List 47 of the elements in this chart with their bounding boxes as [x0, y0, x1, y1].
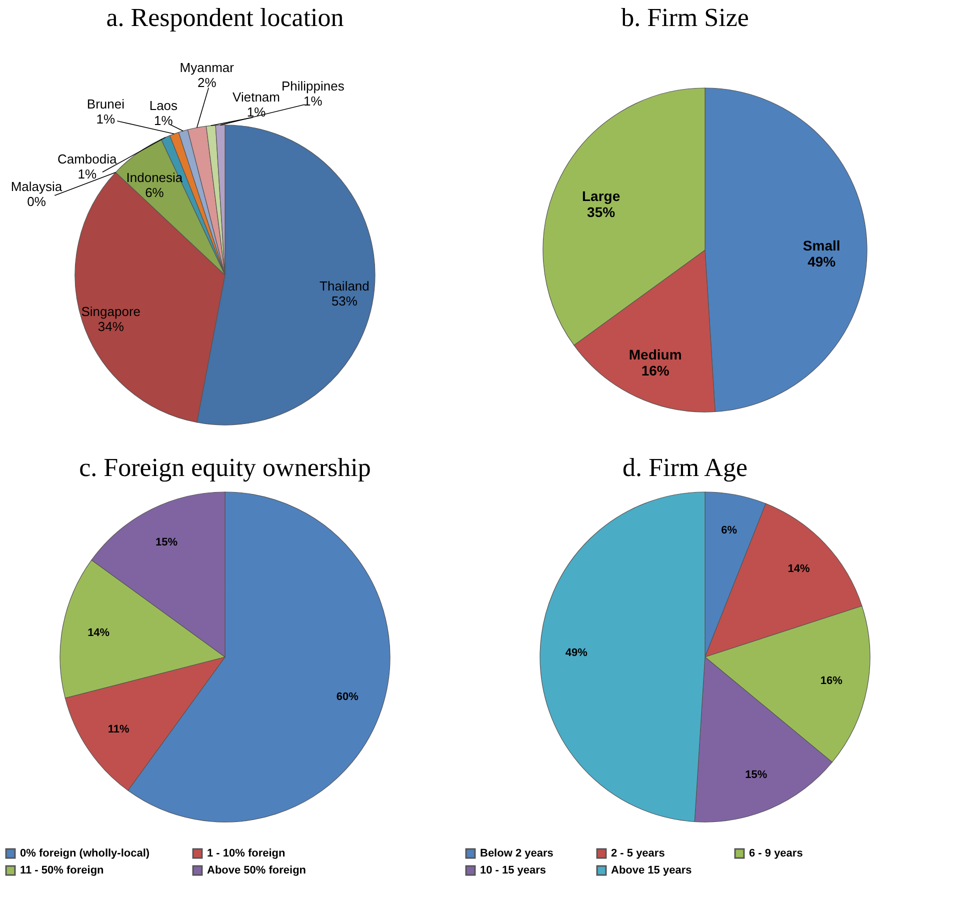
legend-label: Above 50% foreign [207, 864, 306, 876]
data-label: 35% [587, 204, 616, 220]
data-label: 49% [565, 646, 588, 659]
data-label: 1% [154, 112, 174, 128]
slice-label: Small [802, 237, 840, 254]
chart-title: b. Firm Size [621, 3, 749, 32]
legend-label: Below 2 years [480, 848, 554, 860]
slice-label: Brunei [86, 96, 125, 112]
legend-label: 10 - 15 years [480, 864, 546, 876]
slice-label: Laos [149, 98, 178, 113]
slice-label: Thailand [320, 278, 370, 294]
slice-label: Medium [628, 346, 682, 363]
data-label: 34% [98, 319, 124, 334]
data-label: 15% [156, 536, 178, 548]
text: 0% [27, 194, 46, 210]
slice-label: Cambodia [57, 151, 118, 166]
data-label: 16% [820, 675, 843, 688]
data-label: 1% [304, 93, 323, 108]
slice-label: Singapore [81, 304, 141, 320]
data-label: 2% [197, 74, 217, 90]
data-label: 14% [788, 562, 810, 575]
data-label: 16% [641, 362, 670, 379]
data-label: 60% [336, 690, 359, 703]
data-label: 1% [96, 112, 116, 127]
legend-label: 11 - 50% foreign [20, 864, 104, 876]
data-label: 1% [78, 166, 97, 182]
legend-label: 6 - 9 years [749, 848, 803, 860]
slice-label: Vietnam [232, 90, 280, 105]
data-label: 6% [145, 184, 164, 200]
legend-label: 2 - 5 years [611, 848, 665, 860]
data-label: 6% [721, 524, 738, 537]
data-label: 1% [246, 104, 266, 120]
slice-label: Myanmar [180, 60, 235, 75]
slice-label: Philippines [281, 78, 345, 94]
data-label: 11% [108, 723, 130, 736]
chart-title: a. Respondent location [106, 3, 344, 32]
data-label: 49% [808, 253, 836, 270]
slice-label: Large [582, 188, 620, 204]
chart-title: c. Foreign equity ownership [79, 453, 371, 482]
data-label: 15% [745, 769, 768, 782]
legend-label: 0% foreign (wholly-local) [20, 848, 150, 860]
legend-label: Above 15 years [611, 864, 692, 876]
chart-title: d. Firm Age [622, 453, 748, 482]
data-label: 14% [88, 626, 110, 639]
legend-label: 1 - 10% foreign [207, 848, 286, 860]
data-label: 53% [331, 293, 358, 308]
category-label: Malaysia [10, 179, 62, 194]
